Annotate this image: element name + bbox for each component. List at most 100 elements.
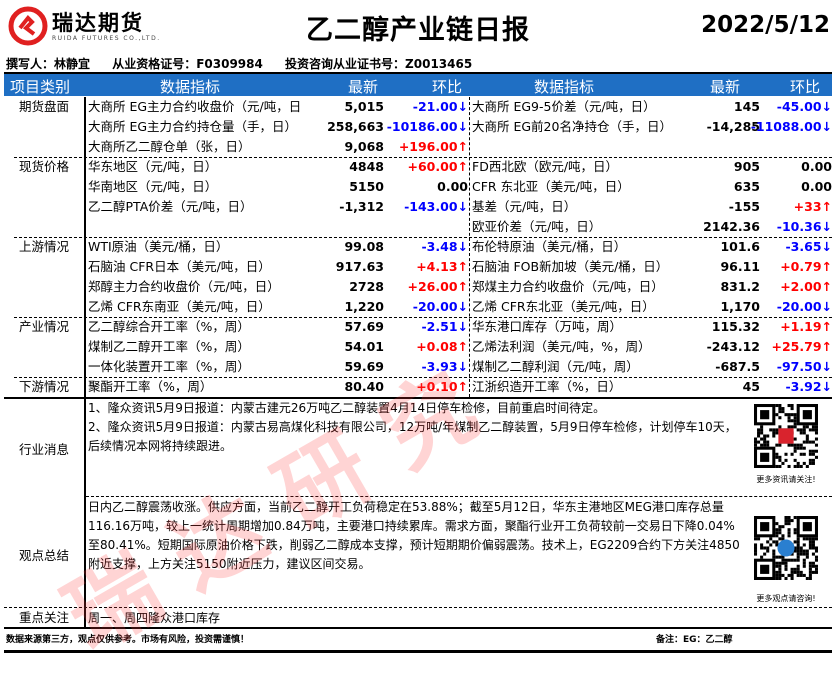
indicator-right: 华东港口库存（万吨，周）: [472, 319, 623, 334]
category-label: 产业情况: [18, 319, 69, 334]
qr-code-view-icon: [754, 516, 818, 580]
latest-right: 101.6: [720, 239, 760, 254]
table-row: 煤制乙二醇开工率（%，周） 54.01 +0.08↑ 乙烯法利润（美元/吨，%，…: [4, 337, 832, 357]
indicator-right: 布伦特原油（美元/桶，日）: [472, 239, 627, 254]
col-latest-left: 最新: [348, 78, 379, 96]
table-row: 石脑油 CFR日本（美元/吨，日） 917.63 +4.13↑ 石脑油 FOB新…: [4, 257, 832, 277]
indicator-left: 华东地区（元/吨，日）: [88, 159, 218, 174]
table-row: 乙二醇综合开工率（%，周） 57.69 -2.51↓ 华东港口库存（万吨，周） …: [4, 317, 832, 337]
change-right: +0.79↑: [780, 259, 832, 274]
category-label: 上游情况: [18, 239, 69, 254]
indicator-right: 乙烯 CFR东北亚（美元/吨，日）: [472, 299, 655, 314]
latest-left: 80.40: [344, 379, 384, 394]
change-left: 0.00: [437, 179, 468, 194]
consult-number: 投资咨询从业证书号：Z0013465: [285, 57, 473, 71]
news-line: 1、隆众资讯5月9日报道：内蒙古建元26万吨乙二醇装置4月14日停车检修，目前重…: [88, 401, 606, 415]
latest-right: 96.11: [720, 259, 760, 274]
latest-right: 831.2: [720, 279, 760, 294]
indicator-right: 煤制乙二醇利润（元/吨，周）: [472, 359, 639, 374]
change-right: -3.65↓: [785, 239, 832, 254]
table-row: 华东地区（元/吨，日） 4848 +60.00↑ FD西北欧（欧元/吨，日） 9…: [4, 157, 832, 177]
table-row: 大商所乙二醇仓单（张，日） 9,068 +196.00↑: [4, 137, 832, 157]
latest-right: 145: [733, 99, 760, 114]
report-header: 瑞达期货 RUIDA FUTURES CO.,LTD. 乙二醇产业链日报 202…: [0, 0, 836, 55]
indicator-left: 大商所乙二醇仓单（张，日）: [88, 139, 251, 154]
table-row: 乙二醇PTA价差（元/吨，日） -1,312 -143.00↓ 基差（元/吨，日…: [4, 197, 832, 217]
change-right: -11088.00↓: [750, 119, 832, 134]
latest-left: 5150: [349, 179, 384, 194]
category-label: 现货价格: [18, 159, 69, 174]
latest-right: 1,170: [720, 299, 760, 314]
focus-category: 重点关注: [18, 610, 69, 625]
qr-code-news-icon: [754, 404, 818, 468]
footer: 数据来源第三方，观点仅供参考。市场有风险，投资需谨慎！ 备注：EG：乙二醇: [6, 632, 830, 645]
indicator-right: 郑煤主力合约收盘价（元/吨，日）: [472, 279, 664, 294]
latest-left: 59.69: [344, 359, 384, 374]
change-left: -10186.00↓: [386, 119, 468, 134]
indicator-right: CFR 东北亚（美元/吨，日）: [472, 179, 630, 194]
latest-right: -243.12: [706, 339, 760, 354]
change-right: +25.79↑: [771, 339, 833, 354]
table-row: 华南地区（元/吨，日） 5150 0.00 CFR 东北亚（美元/吨，日） 63…: [4, 177, 832, 197]
disclaimer: 数据来源第三方，观点仅供参考。市场有风险，投资需谨慎！: [6, 635, 250, 645]
indicator-right: FD西北欧（欧元/吨，日）: [472, 159, 619, 174]
change-left: -143.00↓: [404, 199, 468, 214]
table-row: 聚酯开工率（%，周） 80.40 +0.10↑ 江浙织造开工率（%，日） 45 …: [4, 377, 832, 397]
change-right: -20.00↓: [776, 299, 832, 314]
col-change-left: 环比: [432, 78, 463, 96]
news-line: 2、隆众资讯5月9日报道：内蒙古易高煤化科技有限公司，12万吨/年煤制乙二醇装置…: [88, 420, 737, 453]
indicator-left: 郑醇主力合约收盘价（元/吨，日）: [88, 279, 280, 294]
table-header: 项目类别 数据指标 最新 环比 数据指标 最新 环比: [4, 72, 832, 96]
change-right: 0.00: [801, 179, 832, 194]
change-left: +60.00↑: [407, 159, 469, 174]
change-right: -3.92↓: [785, 379, 832, 394]
change-left: -3.93↓: [421, 359, 468, 374]
change-left: +196.00↑: [398, 139, 468, 154]
change-right: 0.00: [801, 159, 832, 174]
latest-left: 54.01: [344, 339, 384, 354]
news-category: 行业消息: [18, 442, 69, 457]
latest-left: 5,015: [344, 99, 384, 114]
logo-cn: 瑞达期货: [52, 10, 144, 35]
change-right: -10.36↓: [776, 219, 832, 234]
indicator-left: 大商所 EG主力合约持仓量（手，日）: [88, 119, 298, 134]
change-left: -2.51↓: [421, 319, 468, 334]
qualification-number: 从业资格证号：F0309984: [112, 57, 263, 71]
latest-left: 9,068: [344, 139, 384, 154]
indicator-right: 欧亚价差（元/吨，日）: [472, 219, 602, 234]
view-category: 观点总结: [18, 548, 69, 563]
latest-left: 99.08: [344, 239, 384, 254]
table-row: WTI原油（美元/桶，日） 99.08 -3.48↓ 布伦特原油（美元/桶，日）…: [4, 237, 832, 257]
col-indicator-left: 数据指标: [160, 78, 221, 96]
category-label: 下游情况: [18, 379, 69, 394]
change-left: -21.00↓: [412, 99, 468, 114]
indicator-left: 聚酯开工率（%，周）: [88, 379, 213, 394]
col-change-right: 环比: [790, 78, 821, 96]
indicator-left: 一体化装置开工率（%，周）: [88, 359, 250, 374]
indicator-left: WTI原油（美元/桶，日）: [88, 239, 229, 254]
indicator-right: 乙烯法利润（美元/吨，%，周）: [472, 339, 651, 354]
change-right: -45.00↓: [776, 99, 832, 114]
change-left: +0.10↑: [416, 379, 468, 394]
col-latest-right: 最新: [710, 78, 741, 96]
footnote: 备注：EG：乙二醇: [656, 635, 733, 645]
view-text: 日内乙二醇震荡收涨。供应方面，当前乙二醇开工负荷稳定在53.88%；截至5月12…: [88, 500, 740, 571]
latest-right: 635: [733, 179, 760, 194]
latest-right: 45: [742, 379, 760, 394]
report-date: 2022/5/12: [701, 12, 830, 38]
table-row: 大商所 EG主力合约收盘价（元/吨，日 5,015 -21.00↓ 大商所 EG…: [4, 97, 832, 117]
latest-right: -687.5: [715, 359, 760, 374]
writer: 撰写人：林静宜: [6, 57, 91, 71]
qr-caption-news: 更多资讯请关注!: [756, 475, 816, 484]
change-right: -97.50↓: [776, 359, 832, 374]
change-right: +1.19↑: [780, 319, 832, 334]
change-left: +0.08↑: [416, 339, 468, 354]
logo-en: RUIDA FUTURES CO.,LTD.: [52, 34, 161, 42]
latest-left: 258,663: [327, 119, 384, 134]
indicator-left: 乙二醇PTA价差（元/吨，日）: [88, 199, 253, 214]
col-category: 项目类别: [10, 78, 71, 96]
page-title: 乙二醇产业链日报: [306, 15, 530, 46]
author-line: 撰写人：林静宜 从业资格证号：F0309984 投资咨询从业证书号：Z00134…: [6, 55, 490, 72]
indicator-right: 江浙织造开工率（%，日）: [472, 379, 622, 394]
table-row: 一体化装置开工率（%，周） 59.69 -3.93↓ 煤制乙二醇利润（元/吨，周…: [4, 357, 832, 377]
